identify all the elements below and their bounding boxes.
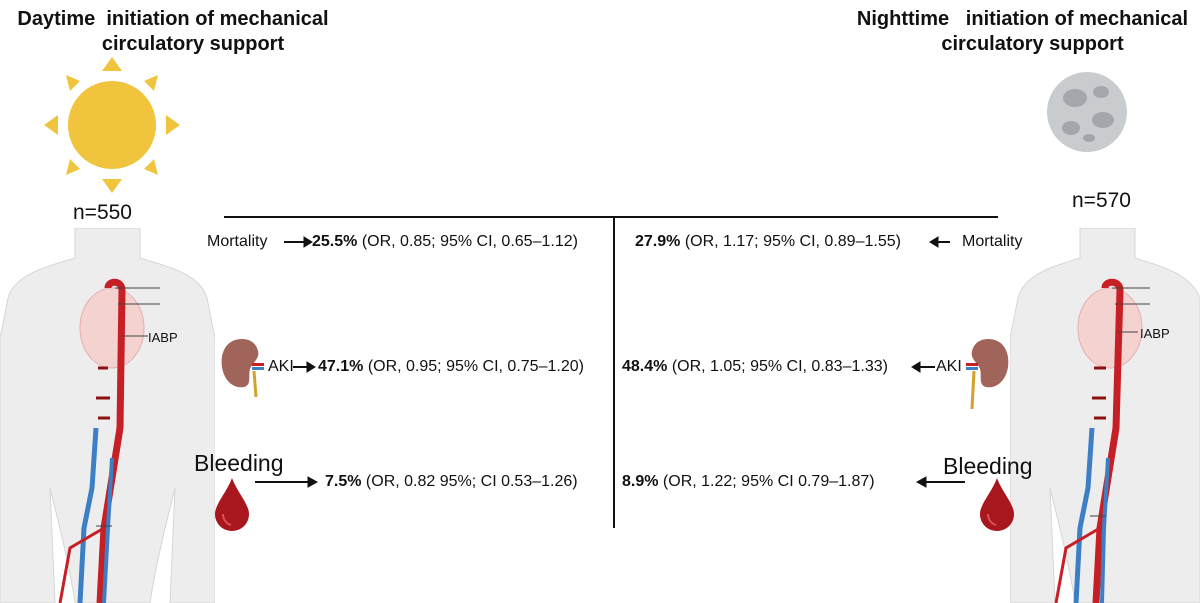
right-aki-pct: 48.4% xyxy=(622,358,668,375)
sun-icon xyxy=(44,57,180,193)
right-kidney-icon xyxy=(966,339,1009,410)
left-kidney-icon xyxy=(221,339,264,397)
left-aki-detail: (OR, 0.95; 95% CI, 0.75–1.20) xyxy=(363,358,584,375)
left-bleeding-label: Bleeding xyxy=(194,450,284,476)
right-title-line2: circulatory support xyxy=(941,33,1124,55)
left-mortality-detail: (OR, 0.85; 95% CI, 0.65–1.12) xyxy=(357,233,578,250)
right-body-figure xyxy=(1010,228,1200,603)
left-bleeding-detail: (OR, 0.82 95%; CI 0.53–1.26) xyxy=(361,473,578,490)
moon-icon xyxy=(1047,72,1127,152)
left-title: Daytime initiation of mechanical circula… xyxy=(8,7,338,57)
right-aki-result: 48.4% (OR, 1.05; 95% CI, 0.83–1.33) xyxy=(622,358,888,376)
right-aki-detail: (OR, 1.05; 95% CI, 0.83–1.33) xyxy=(667,358,888,375)
right-blood-drop-icon xyxy=(980,478,1014,531)
right-aki-label: AKI xyxy=(936,358,962,375)
right-mortality-result: 27.9% (OR, 1.17; 95% CI, 0.89–1.55) xyxy=(635,233,901,251)
left-iabp-label: IABP xyxy=(148,330,178,345)
right-mortality-detail: (OR, 1.17; 95% CI, 0.89–1.55) xyxy=(680,233,901,250)
right-bleeding-detail: (OR, 1.22; 95% CI 0.79–1.87) xyxy=(658,473,875,490)
left-aki-pct: 47.1% xyxy=(318,358,364,375)
right-mortality-pct: 27.9% xyxy=(635,233,681,250)
left-aki-label: AKI xyxy=(268,358,294,375)
left-title-line1: Daytime initiation of mechanical xyxy=(17,8,329,30)
left-n-count: n=550 xyxy=(73,201,132,224)
left-title-line2: circulatory support xyxy=(101,33,285,55)
right-title: Nighttime initiation of mechanical circu… xyxy=(850,7,1195,57)
right-bleeding-result: 8.9% (OR, 1.22; 95% CI 0.79–1.87) xyxy=(622,473,875,491)
right-title-line1: Nighttime initiation of mechanical xyxy=(856,8,1189,30)
left-body-figure xyxy=(0,228,215,603)
left-mortality-label: Mortality xyxy=(207,233,268,250)
left-bleeding-result: 7.5% (OR, 0.82 95%; CI 0.53–1.26) xyxy=(325,473,578,491)
right-mortality-label: Mortality xyxy=(962,233,1023,250)
left-blood-drop-icon xyxy=(215,478,249,531)
left-mortality-pct: 25.5% xyxy=(312,233,358,250)
left-mortality-result: 25.5% (OR, 0.85; 95% CI, 0.65–1.12) xyxy=(312,233,578,251)
right-n-count: n=570 xyxy=(1072,189,1131,212)
right-bleeding-pct: 8.9% xyxy=(622,473,659,490)
left-bleeding-pct: 7.5% xyxy=(325,473,362,490)
right-iabp-label: IABP xyxy=(1140,326,1170,341)
right-bleeding-label: Bleeding xyxy=(943,453,1033,479)
left-aki-result: 47.1% (OR, 0.95; 95% CI, 0.75–1.20) xyxy=(318,358,584,376)
